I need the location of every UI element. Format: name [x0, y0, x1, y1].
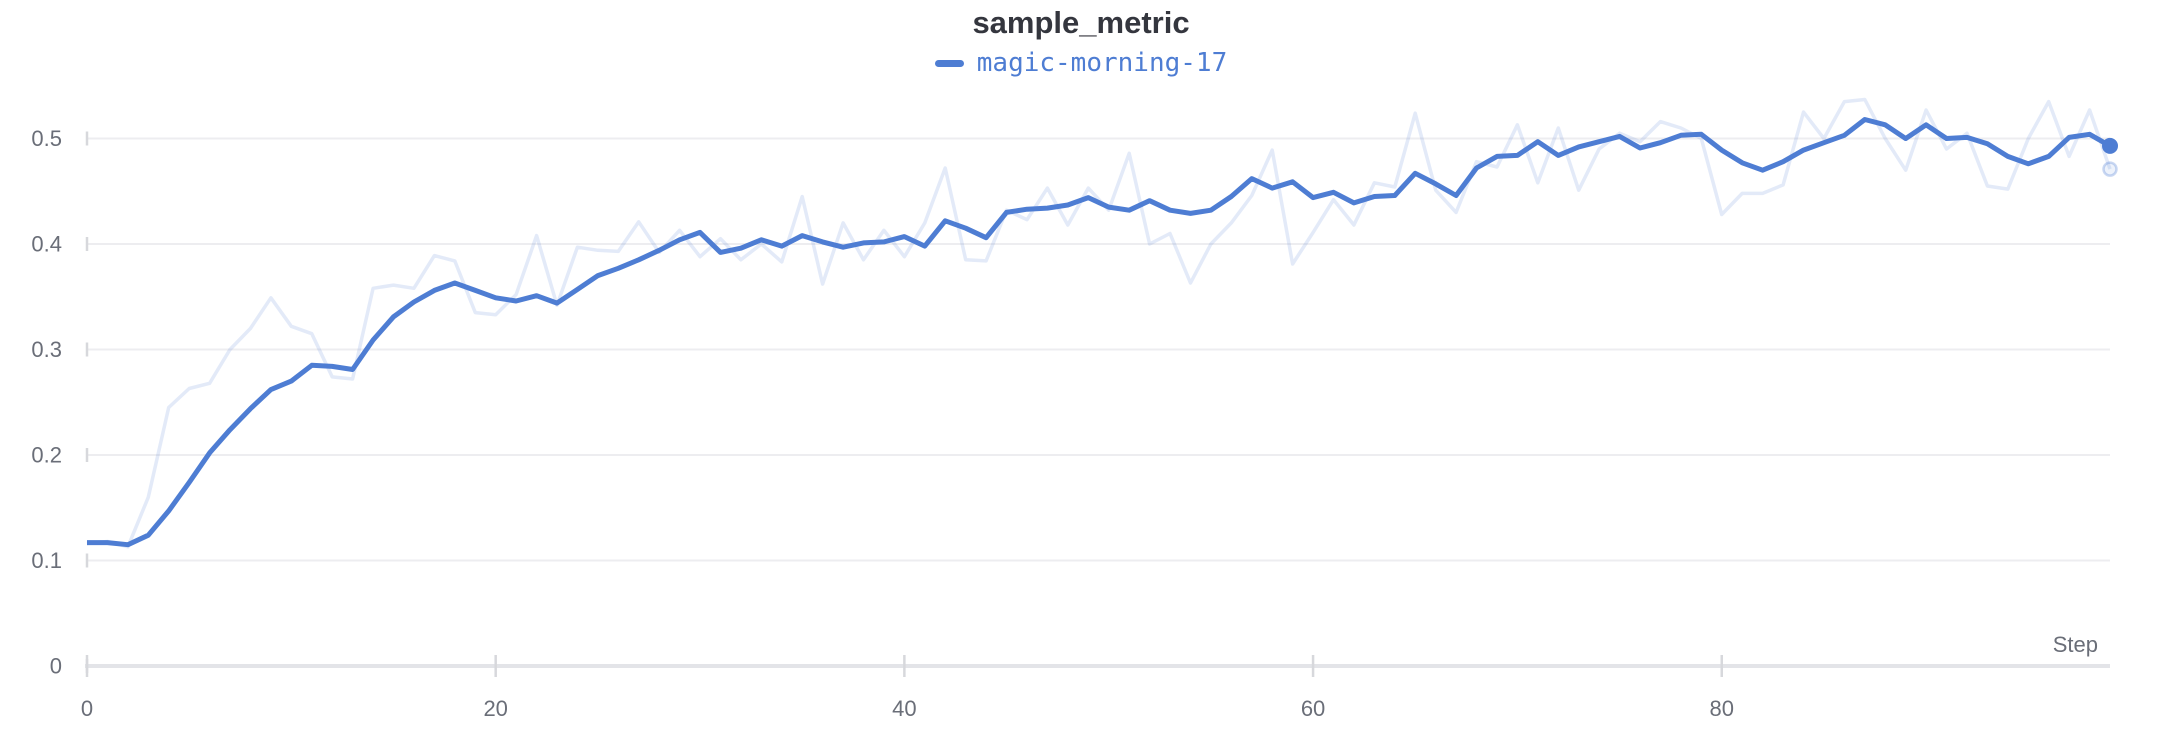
- legend[interactable]: magic-morning-17: [0, 50, 2162, 76]
- y-tick-label: 0.3: [31, 337, 62, 362]
- x-tick-label: 0: [81, 696, 93, 721]
- y-tick-label: 0.2: [31, 443, 62, 468]
- smoothed-end-dot: [2102, 137, 2118, 154]
- x-tick-label: 20: [483, 696, 507, 721]
- x-tick-label: 80: [1710, 696, 1734, 721]
- legend-line-swatch-icon: [934, 59, 964, 67]
- y-tick-label: 0.5: [31, 126, 62, 151]
- y-tick-label: 0: [50, 654, 62, 679]
- y-tick-label: 0.1: [31, 548, 62, 573]
- y-tick-label: 0.4: [31, 232, 62, 257]
- chart-title: sample_metric: [972, 5, 1190, 40]
- plot-hover-area[interactable]: [87, 86, 2110, 680]
- smoothed-series-line: [87, 117, 2112, 548]
- x-tick-label: 40: [892, 696, 916, 721]
- legend-run-name: magic-morning-17: [976, 48, 1228, 78]
- x-axis-title: Step: [2053, 632, 2098, 657]
- raw-series-line: [86, 97, 2112, 549]
- raw-end-dot: [2102, 161, 2118, 177]
- x-tick-label: 60: [1301, 696, 1325, 721]
